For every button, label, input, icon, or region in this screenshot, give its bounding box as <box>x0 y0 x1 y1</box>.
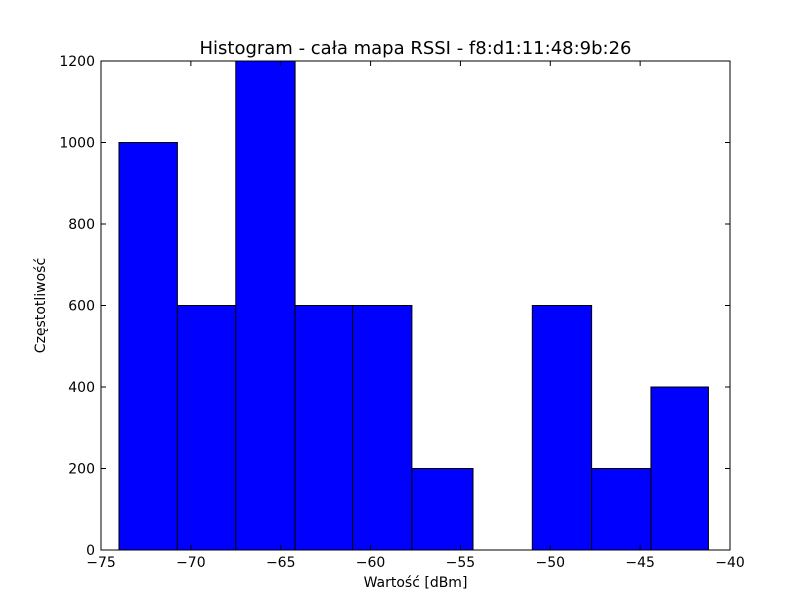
x-axis-label: Wartość [dBm] <box>364 575 468 591</box>
histogram-bar-6 <box>411 468 474 551</box>
histogram-bar-10 <box>650 386 709 551</box>
x-tick-label: −60 <box>356 555 386 571</box>
x-tick-label: −70 <box>176 555 206 571</box>
histogram-bar-1 <box>118 142 178 551</box>
y-tick-label: 1000 <box>59 136 95 152</box>
y-axis-ticks: 0 200 400 600 800 1000 1200 <box>59 54 730 559</box>
x-tick-label: −50 <box>536 555 566 571</box>
x-tick-label: −55 <box>446 555 476 571</box>
histogram-bar-2 <box>176 305 237 551</box>
chart-title: Histogram - cała mapa RSSI - f8:d1:11:48… <box>199 38 631 59</box>
y-tick-label: 600 <box>68 299 95 315</box>
x-tick-label: −75 <box>86 555 116 571</box>
x-tick-label: −40 <box>715 555 745 571</box>
y-tick-label: 400 <box>68 380 95 396</box>
histogram-bar-4 <box>294 305 354 551</box>
y-tick-label: 1200 <box>59 54 95 70</box>
histogram-bar-5 <box>352 305 413 551</box>
x-axis-ticks: −75 −70 −65 −60 −55 −50 −45 −40 <box>86 61 745 571</box>
y-axis-label: Częstotliwość <box>33 258 49 353</box>
histogram-bar-8 <box>531 305 593 551</box>
x-tick-label: −65 <box>266 555 296 571</box>
y-tick-label: 0 <box>86 543 95 559</box>
histogram-bars <box>118 60 709 551</box>
y-tick-label: 200 <box>68 462 95 478</box>
histogram-bar-3 <box>235 60 296 551</box>
x-tick-label: −45 <box>625 555 655 571</box>
y-tick-label: 800 <box>68 217 95 233</box>
histogram-bar-9 <box>591 468 652 551</box>
